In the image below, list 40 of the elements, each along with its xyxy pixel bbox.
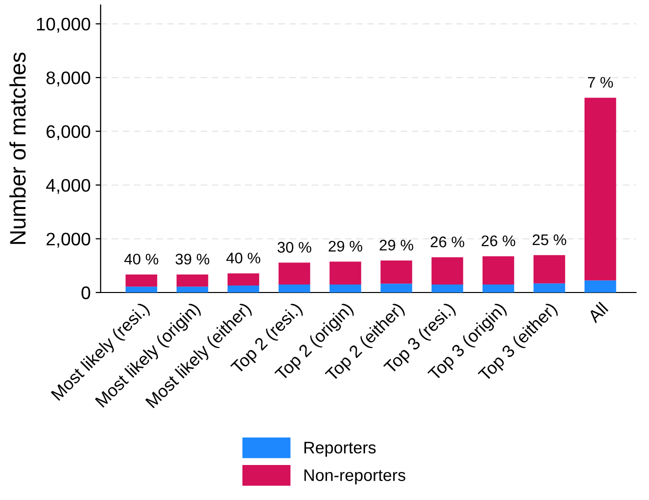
bar: [228, 273, 260, 286]
bar: [584, 98, 616, 280]
bar: [278, 262, 310, 284]
annotation: 29 %: [328, 240, 362, 252]
y-tick-label: 6,000: [46, 125, 90, 140]
bar: [126, 286, 158, 292]
bar: [330, 262, 362, 284]
bar: [228, 286, 260, 292]
bar: [584, 280, 616, 292]
annotation: 26 %: [482, 235, 516, 246]
legend-label: Reporters: [304, 442, 376, 457]
bar: [176, 286, 208, 292]
bar: [176, 274, 208, 287]
annotation: 7 %: [588, 76, 613, 88]
annotation: 40 %: [124, 254, 158, 265]
bar: [534, 255, 566, 284]
annotation: 40 %: [226, 252, 260, 264]
annotation: 25 %: [532, 234, 566, 246]
legend-label: Non-reporters: [304, 469, 406, 484]
y-tick-label: 0: [82, 286, 90, 300]
bar: [432, 284, 464, 292]
bar: [380, 284, 412, 292]
x-tick-label: All: [586, 302, 608, 324]
annotation: 29 %: [380, 240, 414, 251]
y-tick-label: 2,000: [46, 232, 90, 248]
y-axis-title: Number of matches: [9, 52, 26, 244]
y-tick-label: 8,000: [46, 71, 90, 86]
bar: [380, 260, 412, 284]
bar: [278, 284, 310, 292]
bar: [534, 283, 566, 292]
y-tick-label: 4,000: [46, 178, 90, 194]
annotation: 26 %: [430, 236, 464, 248]
y-tick-label: 10,000: [37, 18, 90, 33]
bar: [432, 257, 464, 284]
bar: [126, 274, 158, 287]
annotation: 30 %: [278, 242, 312, 253]
bar: [482, 256, 514, 284]
bar: [330, 284, 362, 292]
bar: [482, 284, 514, 292]
annotation: 39 %: [176, 254, 210, 265]
